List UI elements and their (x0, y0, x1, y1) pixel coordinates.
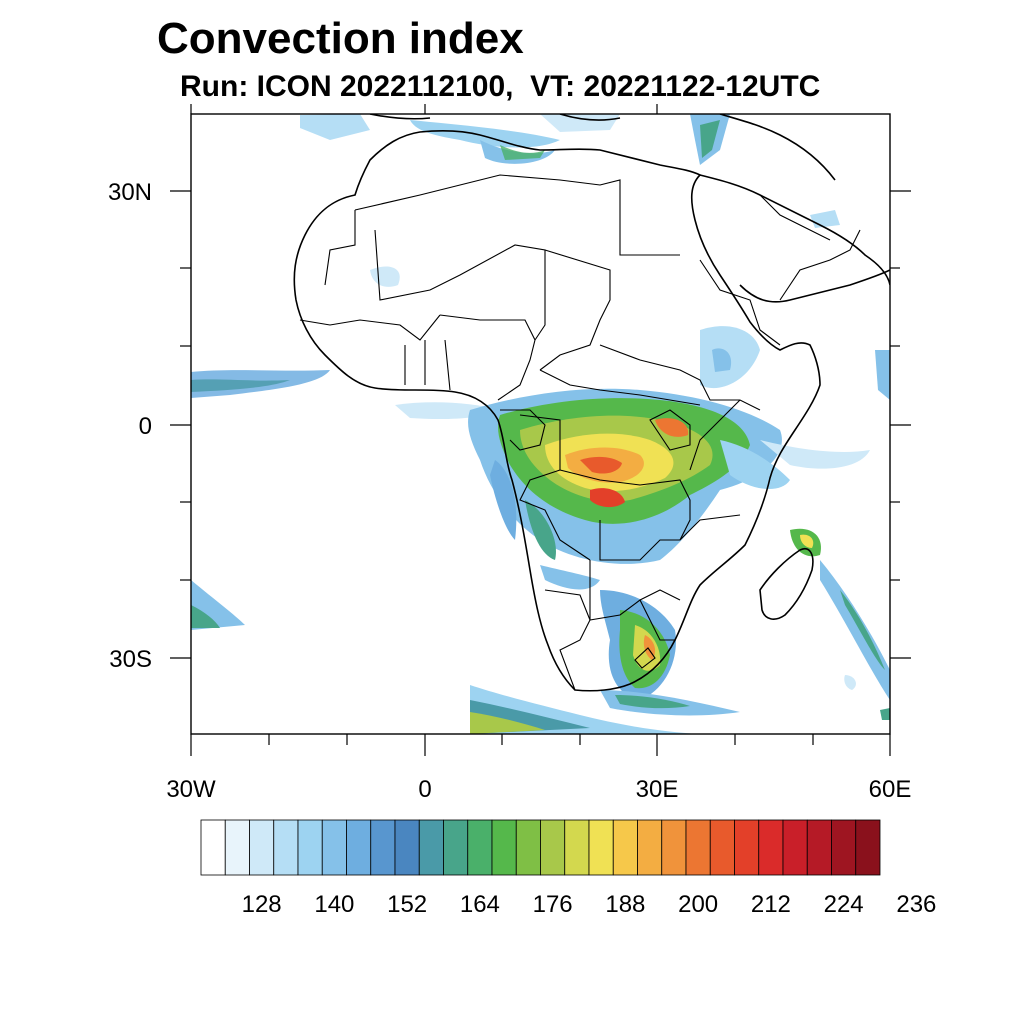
map-subtitle: Run: ICON 2022112100, VT: 20221122-12UTC (180, 70, 821, 103)
colorbar-tick-label: 200 (678, 891, 718, 918)
colorbar-swatch (200, 819, 226, 876)
colorbar-tick-label: 152 (387, 891, 427, 918)
colorbar-swatch (540, 819, 566, 876)
colorbar-swatch (612, 819, 638, 876)
colorbar-swatch (661, 819, 687, 876)
colorbar-swatch (685, 819, 711, 876)
colorbar-swatch (224, 819, 250, 876)
colorbar-labels: 128 140 152 164 176 188 200 212 224 236 (242, 891, 937, 918)
colorbar-swatch (564, 819, 590, 876)
africa-coastline (293, 114, 890, 692)
colorbar-tick-label: 236 (896, 891, 936, 918)
y-tick-label: 30N (108, 179, 152, 206)
colorbar-tick-label: 224 (824, 891, 864, 918)
colorbar-swatch (588, 819, 614, 876)
colorbar-swatch (782, 819, 808, 876)
colorbar-swatch (370, 819, 396, 876)
colorbar-swatch (297, 819, 323, 876)
colorbar-swatch (855, 819, 881, 876)
colorbar-tick-label: 176 (533, 891, 573, 918)
x-axis-labels: 30W 0 30E 60E (166, 776, 911, 803)
colorbar-swatch (637, 819, 663, 876)
colorbar-tick-label: 188 (605, 891, 645, 918)
colorbar-tick-label: 212 (751, 891, 791, 918)
colorbar-swatch (443, 819, 469, 876)
colorbar-swatch (758, 819, 784, 876)
x-tick-label: 60E (869, 776, 912, 803)
colorbar-swatch (806, 819, 832, 876)
colorbar-swatch (346, 819, 372, 876)
x-tick-label: 0 (418, 776, 431, 803)
axis-ticks (170, 104, 911, 756)
colorbar-swatch (321, 819, 347, 876)
x-tick-label: 30E (636, 776, 679, 803)
colorbar-tick-label: 164 (460, 891, 500, 918)
colorbar-swatch (249, 819, 275, 876)
colorbar-tick-label: 128 (242, 891, 282, 918)
colorbar-swatch (273, 819, 299, 876)
colorbar-swatch (467, 819, 493, 876)
x-tick-label: 30W (166, 776, 216, 803)
map-frame (190, 113, 891, 735)
colorbar-swatch (709, 819, 735, 876)
colorbar-swatch (515, 819, 541, 876)
country-borders (299, 174, 861, 691)
y-tick-label: 30S (109, 646, 152, 673)
colorbar-tick-label: 140 (314, 891, 354, 918)
colorbar-swatch (734, 819, 760, 876)
y-axis-labels: 30N 0 30S (108, 179, 152, 673)
convection-field (191, 114, 890, 734)
colorbar-swatch (491, 819, 517, 876)
colorbar-swatch (831, 819, 857, 876)
colorbar-swatch (418, 819, 444, 876)
map-title: Convection index (157, 14, 524, 63)
colorbar (200, 819, 881, 876)
y-tick-label: 0 (139, 413, 152, 440)
colorbar-swatch (394, 819, 420, 876)
